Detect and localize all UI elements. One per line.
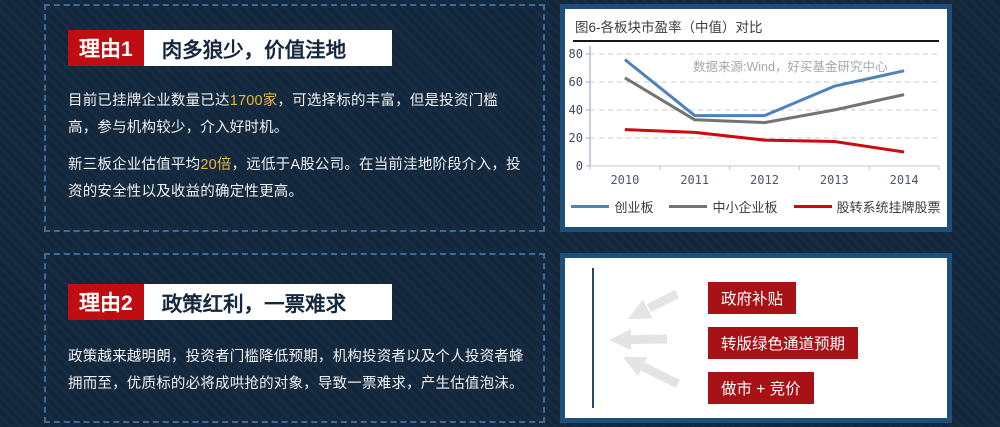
svg-text:40: 40	[569, 103, 583, 117]
legend-label: 创业板	[614, 200, 654, 215]
legend-label: 中小企业板	[712, 200, 778, 215]
reason1-paragraph-2: 新三板企业估值平均20倍，远低于A股公司。在当前洼地阶段介入，投资的安全性以及收…	[68, 152, 526, 206]
svg-text:20: 20	[569, 131, 583, 145]
para1-pre: 目前已挂牌企业数量已达	[68, 93, 230, 109]
svg-text:0: 0	[576, 159, 583, 173]
legend-item: 创业板	[571, 197, 653, 216]
policy-panel: 政府补贴 转版绿色通道预期 做市 + 竞价	[560, 253, 952, 423]
legend-label: 股转系统挂牌股票	[836, 200, 941, 215]
reason1-paragraph-1: 目前已挂牌企业数量已达1700家，可选择标的丰富，但是投资门槛高，参与机构较少，…	[68, 88, 526, 142]
legend-line-swatch	[793, 205, 832, 208]
pe-chart-panel: 图6-各板块市盈率（中值）对比 0 20 40 60 80 2010 2011 2012 201…	[560, 4, 952, 232]
para1-highlight: 1700家	[229, 93, 278, 109]
para1-post: ，可选择标的丰富，但是投资门槛高，参与机构较少，介入好时机。	[68, 93, 498, 136]
reason1-header: 理由1 肉多狼少，价值洼地	[68, 30, 393, 66]
svg-text:2011: 2011	[680, 173, 709, 187]
svg-text:2013: 2013	[820, 173, 849, 187]
legend-line-swatch	[669, 205, 708, 208]
svg-text:80: 80	[569, 47, 583, 61]
reason2-header: 理由2 政策红利，一票难求	[68, 284, 393, 320]
para2-post: ，远低于A股公司。在当前洼地阶段介入，投资的安全性以及收益的确定性更高。	[68, 157, 521, 200]
legend-item: 中小企业板	[669, 197, 778, 216]
svg-text:60: 60	[569, 75, 583, 89]
policy-tag-subsidy: 政府补贴	[708, 282, 797, 314]
reason1-dashed-frame	[44, 4, 545, 232]
svg-text:2014: 2014	[890, 173, 919, 187]
para2-pre: 新三板企业估值平均	[68, 157, 201, 173]
para2-highlight: 20倍	[200, 157, 232, 173]
chart-legend: 创业板 中小企业板 股转系统挂牌股票	[565, 197, 947, 216]
policy-tag-transfer-channel: 转版绿色通道预期	[708, 327, 859, 359]
reason2-paragraph: 政策越来越明朗，投资者门槛降低预期，机构投资者以及个人投资者蜂拥而至，优质标的必…	[68, 349, 524, 392]
legend-line-swatch	[571, 205, 610, 208]
reason2-badge: 理由2	[68, 284, 144, 320]
reason1-badge: 理由1	[68, 30, 144, 66]
svg-text:2012: 2012	[750, 173, 779, 187]
vertical-divider	[592, 268, 594, 408]
svg-text:数据来源:Wind，好买基金研究中心: 数据来源:Wind，好买基金研究中心	[693, 59, 888, 74]
reason2-dashed-frame	[44, 253, 545, 423]
svg-text:2010: 2010	[610, 173, 639, 187]
policy-tag-list: 政府补贴 转版绿色通道预期 做市 + 竞价	[708, 282, 859, 404]
reason2-title: 政策红利，一票难求	[143, 284, 393, 320]
chart-title: 图6-各板块市盈率（中值）对比	[573, 13, 939, 42]
pe-ratio-line-chart: 0 20 40 60 80 2010 2011 2012 2013 2014 数据来源:Wind，好…	[569, 46, 940, 187]
legend-item: 股转系统挂牌股票	[793, 197, 941, 216]
left-arrows-icon	[609, 289, 680, 389]
policy-tag-market-making: 做市 + 竞价	[708, 372, 814, 404]
reason1-title: 肉多狼少，价值洼地	[143, 30, 393, 66]
